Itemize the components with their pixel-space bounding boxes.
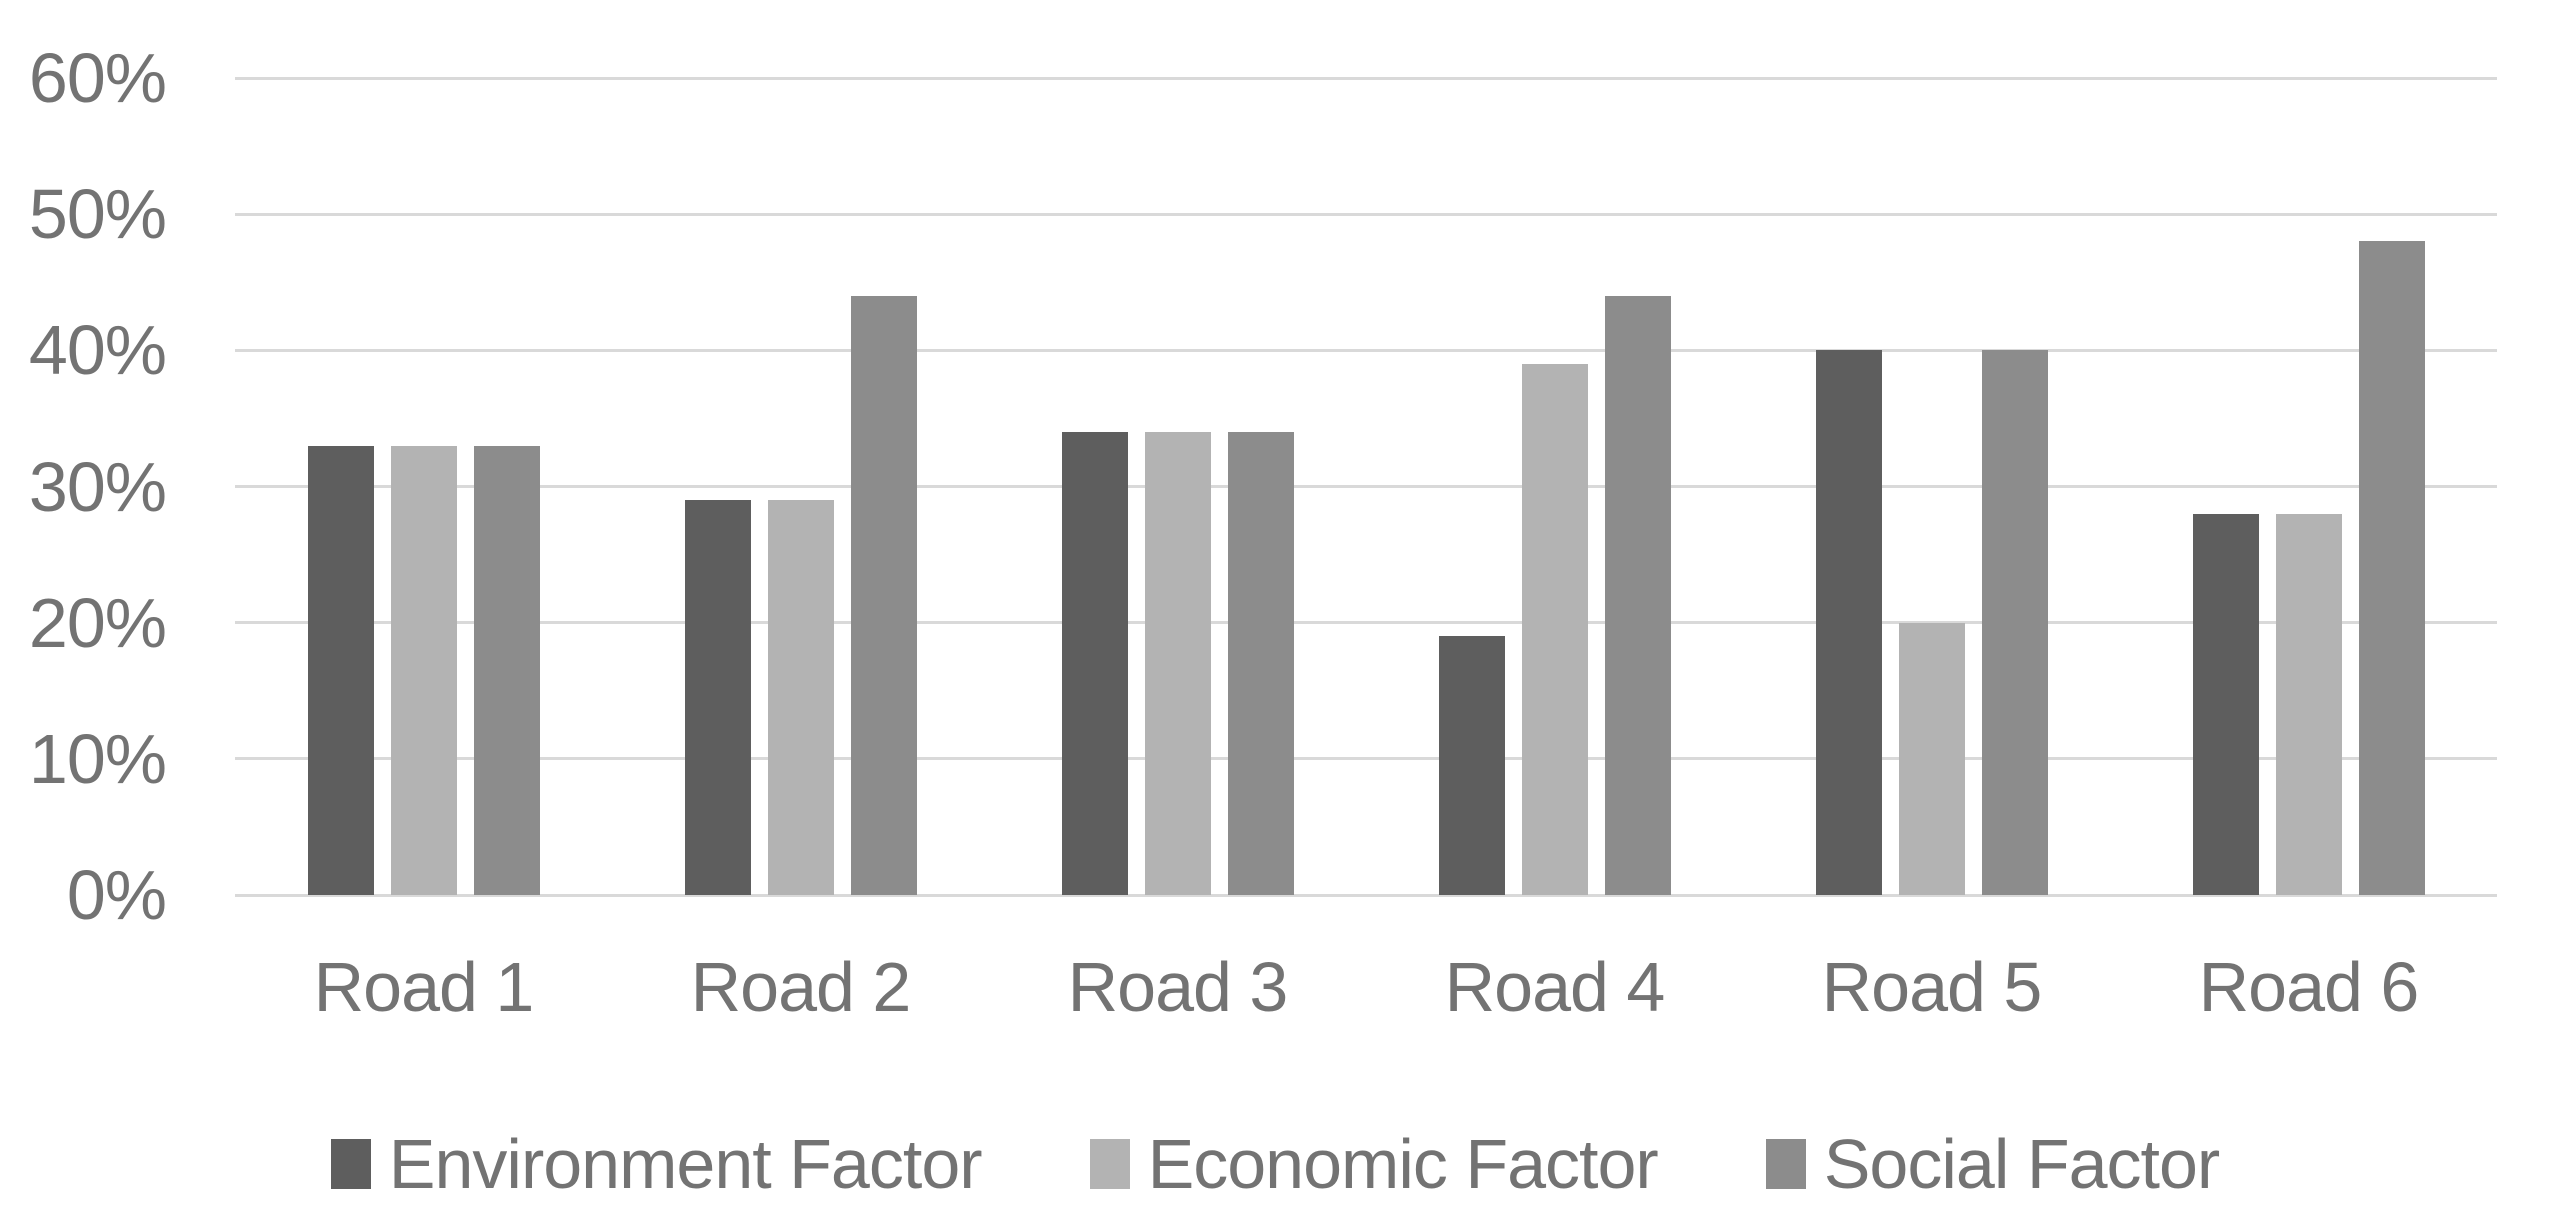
x-axis-category-label-road-5: Road 5 (1821, 948, 2043, 1026)
legend-label-economic-factor: Economic Factor (1147, 1125, 1659, 1203)
legend-label-environment-factor: Environment Factor (388, 1125, 983, 1203)
bar-road-5-environment-factor (1815, 350, 1882, 895)
bar-road-5-economic-factor (1898, 622, 1965, 895)
legend: Environment Factor Economic Factor Social … (0, 1122, 2550, 1206)
legend-swatch-social-factor (1765, 1139, 1806, 1189)
y-axis-tick-label-10pct: 10% (28, 719, 167, 798)
gridline-0pct (235, 893, 2497, 897)
bar-road-1-environment-factor (307, 445, 374, 895)
legend-swatch-economic-factor (1089, 1139, 1130, 1189)
legend-label-social-factor: Social Factor (1823, 1125, 2220, 1203)
gridline-50pct (235, 212, 2497, 216)
x-axis-category-label-road-1: Road 1 (313, 948, 535, 1026)
legend-swatch-environment-factor (330, 1139, 371, 1189)
bar-road-6-environment-factor (2192, 513, 2259, 895)
bar-road-6-social-factor (2358, 241, 2425, 895)
bar-road-4-economic-factor (1521, 363, 1588, 895)
gridline-60pct (235, 76, 2497, 80)
gridline-10pct (235, 757, 2497, 761)
bar-road-3-environment-factor (1061, 432, 1128, 895)
bar-road-3-social-factor (1227, 432, 1294, 895)
y-axis-tick-label-40pct: 40% (28, 311, 167, 390)
bar-road-3-economic-factor (1144, 432, 1211, 895)
x-axis-category-label-road-3: Road 3 (1067, 948, 1289, 1026)
bar-road-4-environment-factor (1438, 636, 1505, 895)
gridline-20pct (235, 621, 2497, 625)
bar-road-4-social-factor (1604, 295, 1671, 895)
bar-road-2-environment-factor (684, 500, 751, 895)
y-axis-tick-label-20pct: 20% (28, 583, 167, 662)
bar-road-1-social-factor (473, 445, 540, 895)
bar-road-2-economic-factor (767, 500, 834, 895)
bar-road-1-economic-factor (390, 445, 457, 895)
bar-road-6-economic-factor (2275, 513, 2342, 895)
gridline-40pct (235, 348, 2497, 352)
x-axis-category-label-road-6: Road 6 (2198, 948, 2420, 1026)
legend-item-social-factor: Social Factor (1765, 1125, 2220, 1203)
y-axis-tick-label-50pct: 50% (28, 175, 167, 254)
y-axis-tick-label-60pct: 60% (28, 39, 167, 117)
bar-road-2-social-factor (850, 295, 917, 895)
legend-item-environment-factor: Environment Factor (330, 1125, 983, 1203)
bar-road-5-social-factor (1981, 350, 2048, 895)
x-axis-category-label-road-4: Road 4 (1444, 948, 1666, 1026)
gridline-30pct (235, 485, 2497, 488)
legend-item-economic-factor: Economic Factor (1089, 1125, 1659, 1203)
x-axis-category-label-road-2: Road 2 (690, 948, 912, 1026)
y-axis-tick-label-30pct: 30% (28, 447, 167, 526)
y-axis-tick-label-0pct: 0% (66, 856, 167, 934)
